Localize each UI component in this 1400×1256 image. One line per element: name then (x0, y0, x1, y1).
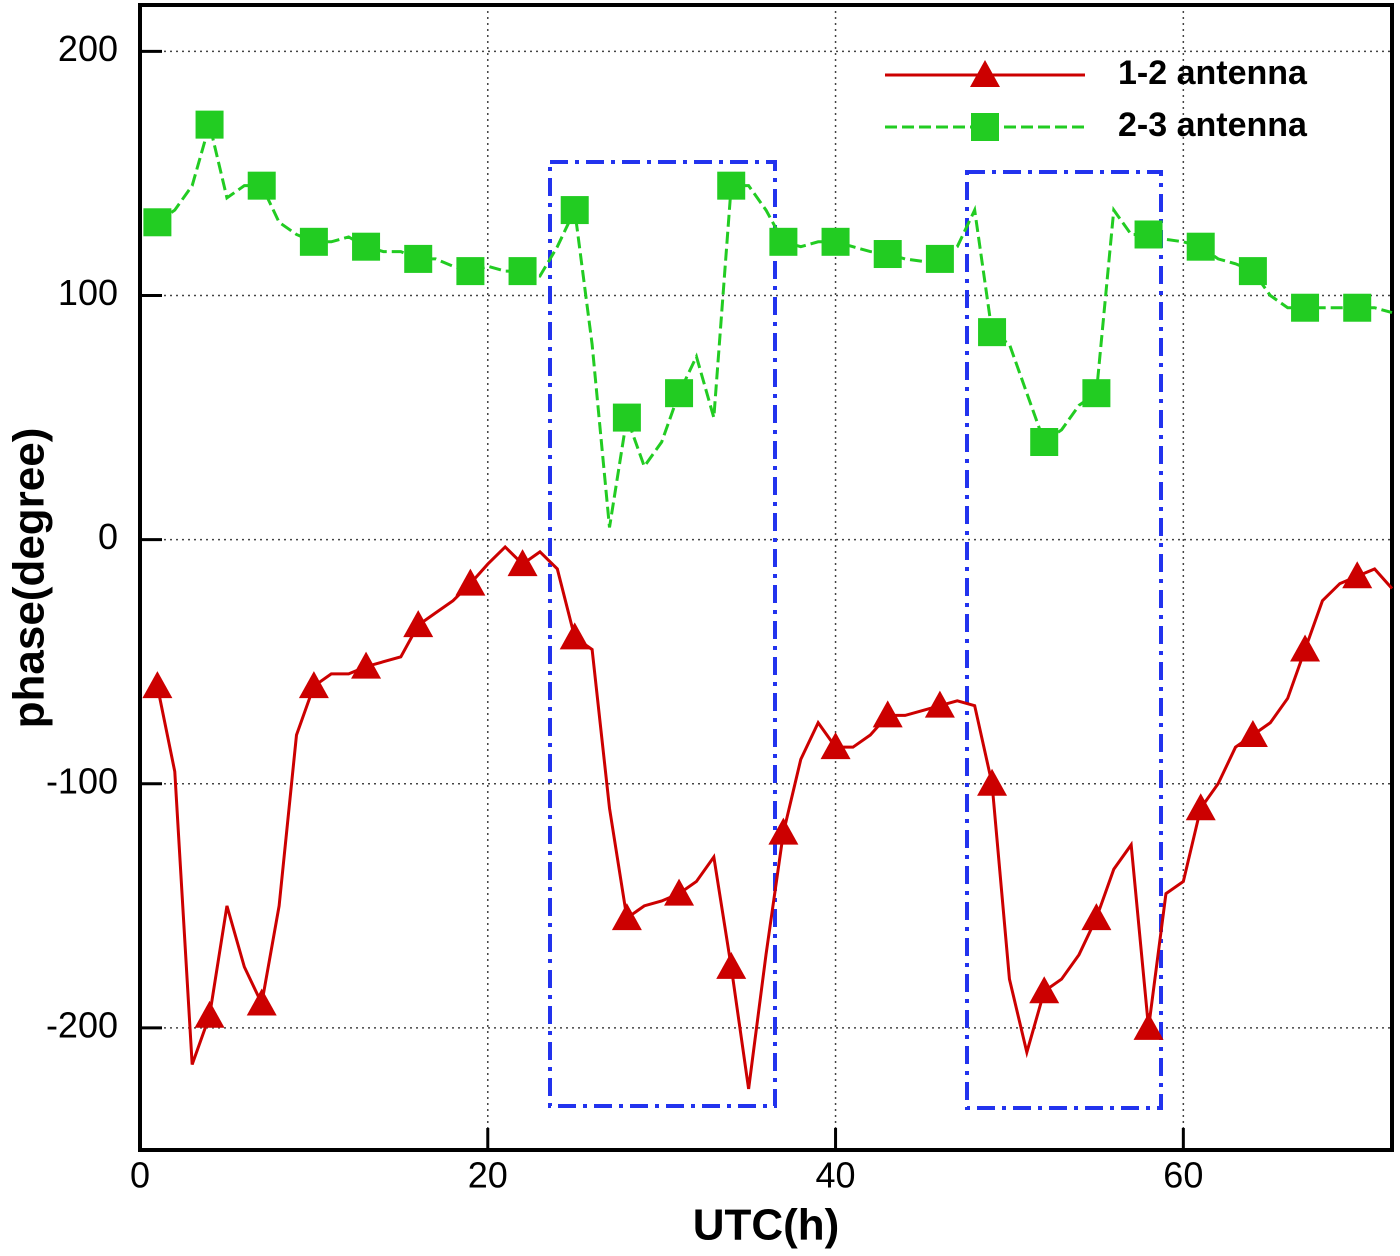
data-marker (194, 1000, 225, 1028)
grid (139, 5, 1392, 1150)
data-marker (559, 622, 590, 650)
y-tick-label: -200 (46, 1004, 118, 1045)
data-marker (1029, 976, 1060, 1004)
data-marker (1134, 220, 1163, 249)
data-marker (507, 549, 538, 577)
data-marker (1343, 293, 1372, 322)
data-marker (1082, 379, 1111, 408)
data-marker (456, 257, 485, 286)
data-marker (247, 171, 276, 200)
x-tick-label: 0 (130, 1155, 150, 1196)
plot-frame (138, 3, 1394, 1152)
data-marker (925, 244, 954, 273)
data-marker (769, 227, 798, 256)
x-tick-label: 40 (816, 1155, 856, 1196)
data-marker (404, 244, 433, 273)
data-marker (1291, 293, 1320, 322)
data-marker (142, 671, 173, 699)
data-marker (820, 732, 851, 760)
y-tick-label: 0 (98, 516, 118, 557)
y-tick-label: 100 (58, 272, 118, 313)
data-marker (611, 903, 642, 931)
data-marker (978, 318, 1007, 347)
data-marker (924, 690, 955, 718)
data-marker (821, 227, 850, 256)
data-marker (1342, 561, 1373, 589)
data-marker (873, 240, 902, 269)
data-marker (1238, 257, 1267, 286)
data-marker (716, 951, 747, 979)
data-marker (768, 817, 799, 845)
legend-marker (971, 113, 999, 141)
data-marker (977, 768, 1008, 796)
data-marker (299, 227, 328, 256)
legend-marker (970, 60, 1000, 87)
data-marker (1081, 903, 1112, 931)
data-marker (508, 257, 537, 286)
data-marker (195, 110, 224, 139)
highlight-box (965, 170, 1163, 1110)
y-axis-title: phase(degree) (5, 428, 54, 729)
data-marker (664, 878, 695, 906)
data-marker (1290, 634, 1321, 662)
data-marker (612, 403, 641, 432)
data-marker (246, 988, 277, 1016)
x-tick-label: 60 (1163, 1155, 1203, 1196)
data-marker (1185, 793, 1216, 821)
data-marker (1133, 1012, 1164, 1040)
legend-label: 2-3 antenna (1118, 106, 1308, 144)
data-marker (455, 568, 486, 596)
data-marker (351, 651, 382, 679)
legend-label: 1-2 antenna (1118, 54, 1308, 92)
data-marker (872, 700, 903, 728)
data-marker (1237, 719, 1268, 747)
data-marker (717, 171, 746, 200)
data-marker (352, 232, 381, 261)
data-marker (560, 196, 589, 225)
data-marker (1030, 428, 1059, 457)
x-axis-title: UTC(h) (693, 1201, 840, 1250)
data-marker (1186, 232, 1215, 261)
data-marker (403, 610, 434, 638)
data-marker (143, 208, 172, 237)
data-marker (665, 379, 694, 408)
y-tick-label: -100 (46, 760, 118, 801)
highlight-box (548, 160, 777, 1108)
data-marker (298, 671, 329, 699)
x-tick-label: 20 (468, 1155, 508, 1196)
y-tick-label: 200 (58, 28, 118, 69)
